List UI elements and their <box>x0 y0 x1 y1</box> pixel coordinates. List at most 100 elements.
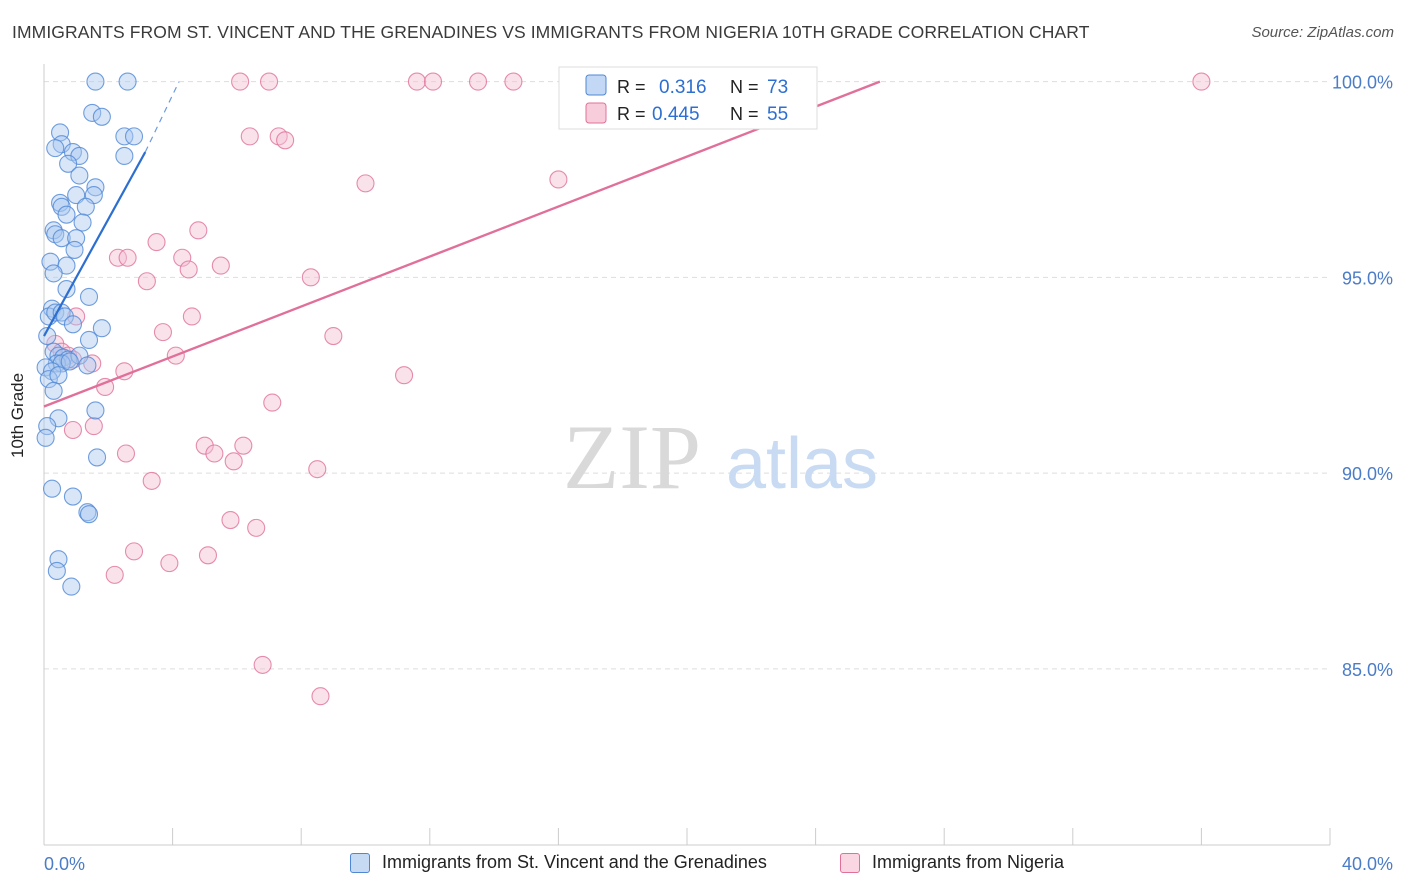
legend-blue-r-label: R = <box>617 77 646 97</box>
x-tick-label-0: 0.0% <box>44 854 85 874</box>
tick-labels: 85.0% 90.0% 95.0% 100.0% 0.0% 40.0% <box>44 73 1393 874</box>
nigeria-point-2 <box>407 72 426 91</box>
st-vincent-point-31 <box>79 287 99 306</box>
st-vincent-point-0 <box>86 72 105 91</box>
legend-pink-n-value: 55 <box>767 104 788 125</box>
nigeria-point-45 <box>221 511 240 530</box>
nigeria-point-50 <box>105 565 124 584</box>
y-tick-label-1: 90.0% <box>1342 464 1393 484</box>
st-vincent-point-49 <box>78 356 97 375</box>
st-vincent-point-63 <box>79 505 99 524</box>
st-vincent-point-11 <box>115 146 134 166</box>
st-vincent-point-3 <box>92 107 111 126</box>
nigeria-point-42 <box>224 452 243 471</box>
nigeria-point-40 <box>116 444 136 463</box>
nigeria-point-16 <box>118 248 137 267</box>
nigeria-point-10 <box>276 131 295 150</box>
nigeria-point-51 <box>253 655 272 674</box>
nigeria-point-43 <box>308 460 327 479</box>
st-vincent-point-54 <box>44 381 63 400</box>
st-vincent-point-58 <box>36 428 55 447</box>
nigeria-point-1 <box>259 72 279 91</box>
nigeria-point-38 <box>195 436 214 455</box>
chart-title: IMMIGRANTS FROM ST. VINCENT AND THE GREN… <box>12 22 1090 42</box>
nigeria-point-36 <box>84 417 103 436</box>
st-vincent-trend-line <box>43 151 147 337</box>
x-tick-label-1: 40.0% <box>1342 854 1393 874</box>
series-st-vincent-points <box>36 72 144 596</box>
st-vincent-point-26 <box>65 240 84 259</box>
nigeria-point-52 <box>311 687 330 706</box>
st-vincent-point-59 <box>87 448 107 467</box>
axes <box>43 64 1331 846</box>
nigeria-point-18 <box>179 260 198 279</box>
st-vincent-point-37 <box>63 315 82 334</box>
nigeria-point-13 <box>189 221 208 240</box>
legend-swatch-st-vincent <box>350 852 370 873</box>
legend-item-nigeria: Immigrants from Nigeria <box>840 852 1064 873</box>
st-vincent-point-13 <box>70 166 89 185</box>
nigeria-trend-line <box>43 80 881 408</box>
st-vincent-point-40 <box>79 330 99 350</box>
st-vincent-point-24 <box>52 229 71 248</box>
st-vincent-point-52 <box>39 370 58 389</box>
legend-pink-r-label: R = <box>617 104 646 124</box>
st-vincent-point-2 <box>83 103 102 122</box>
st-vincent-point-1 <box>118 72 137 91</box>
nigeria-point-12 <box>549 170 568 189</box>
legend-blue-n-value: 73 <box>767 77 788 98</box>
nigeria-point-46 <box>247 518 266 537</box>
nigeria-point-7 <box>1192 72 1211 91</box>
nigeria-point-47 <box>124 542 144 561</box>
nigeria-point-21 <box>137 272 156 291</box>
st-vincent-point-8 <box>46 139 65 158</box>
nigeria-point-0 <box>231 72 250 91</box>
st-vincent-point-20 <box>57 205 76 224</box>
nigeria-point-41 <box>205 444 224 463</box>
st-vincent-point-55 <box>86 401 105 420</box>
st-vincent-point-29 <box>44 264 63 283</box>
nigeria-point-48 <box>198 546 218 565</box>
legend-label-nigeria: Immigrants from Nigeria <box>872 852 1065 872</box>
st-vincent-point-60 <box>42 479 62 498</box>
st-vincent-point-5 <box>115 127 134 146</box>
nigeria-point-35 <box>263 393 282 412</box>
legend-item-st-vincent: Immigrants from St. Vincent and the Gren… <box>350 852 767 873</box>
st-vincent-point-15 <box>67 186 86 205</box>
y-tick-label-0: 85.0% <box>1342 660 1393 680</box>
nigeria-point-39 <box>234 436 253 455</box>
trend-lines <box>43 80 881 408</box>
grid-lines <box>44 81 1330 670</box>
legend-swatch-nigeria <box>840 852 860 873</box>
nigeria-point-49 <box>160 554 179 573</box>
st-vincent-point-6 <box>124 127 144 146</box>
nigeria-point-24 <box>153 323 173 342</box>
nigeria-point-37 <box>63 420 82 440</box>
st-vincent-trend-extension <box>144 81 180 153</box>
nigeria-point-17 <box>173 248 192 267</box>
legend-label-st-vincent: Immigrants from St. Vincent and the Gren… <box>382 852 767 872</box>
st-vincent-point-21 <box>73 213 92 232</box>
nigeria-point-15 <box>108 248 127 267</box>
legend-pink-n-label: N = <box>730 104 759 124</box>
legend-swatch-blue <box>585 74 607 96</box>
nigeria-point-8 <box>240 127 259 146</box>
correlation-legend: R = 0.316 N = 73 R = 0.445 N = 55 <box>558 66 818 130</box>
st-vincent-point-65 <box>47 561 66 581</box>
series-nigeria-points <box>46 72 1211 706</box>
source-label: Source: ZipAtlas.com <box>1251 24 1394 41</box>
st-vincent-point-57 <box>38 417 57 436</box>
nigeria-point-14 <box>147 233 166 252</box>
nigeria-point-11 <box>356 174 375 193</box>
st-vincent-point-64 <box>49 550 68 569</box>
nigeria-point-5 <box>504 72 523 91</box>
nigeria-point-20 <box>301 268 320 287</box>
st-vincent-point-25 <box>67 229 86 248</box>
watermark: ZIP atlas <box>563 406 878 508</box>
watermark-zip: ZIP <box>563 406 701 508</box>
nigeria-point-4 <box>468 72 488 91</box>
nigeria-point-22 <box>182 307 201 326</box>
legend-blue-n-label: N = <box>730 77 759 97</box>
st-vincent-point-19 <box>76 197 95 216</box>
st-vincent-point-38 <box>92 319 111 338</box>
